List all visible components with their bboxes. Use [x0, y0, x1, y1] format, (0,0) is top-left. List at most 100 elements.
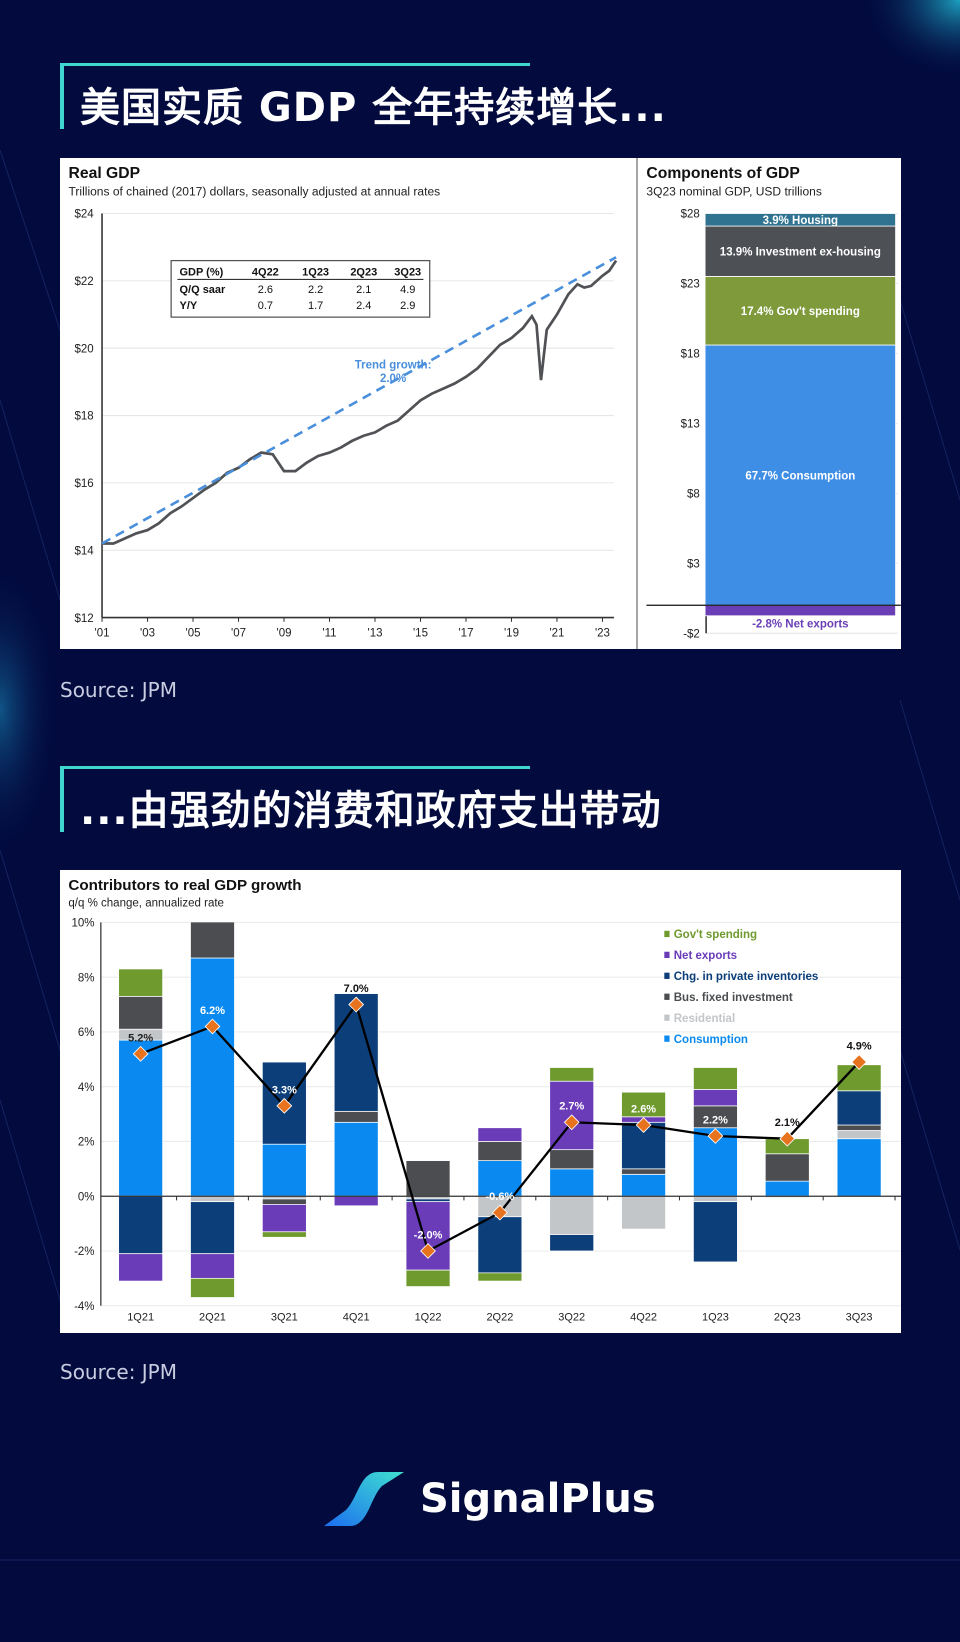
y-tick-label: 2%	[78, 1137, 95, 1149]
y-tick-label: $22	[74, 276, 93, 288]
bar-segment-gov-t-spending	[190, 1277, 235, 1298]
x-tick-label: '13	[368, 627, 383, 639]
total-label: 5.2%	[128, 1032, 153, 1044]
x-tick-label: '15	[413, 627, 428, 639]
table-cell: 2.9	[400, 300, 415, 312]
bar-segment-consumption	[764, 1180, 810, 1197]
total-marker	[707, 1128, 724, 1144]
bar-segment-gov-t-spending	[549, 1067, 595, 1082]
bar-segment-net-exports	[333, 1195, 379, 1207]
total-label: 6.2%	[200, 1005, 225, 1017]
x-tick-label: 1Q22	[415, 1311, 442, 1323]
contributors-chart: Contributors to real GDP growth q/q % cha…	[68, 877, 901, 1323]
table-cell: 2.1	[356, 284, 371, 296]
y-tick-label: $20	[74, 343, 93, 355]
table-cell: 1.7	[308, 300, 323, 312]
total-marker	[563, 1114, 580, 1131]
bar-segment-bus-fixed-investment	[621, 1168, 666, 1175]
bar-segment-bus-fixed-investment	[333, 1110, 379, 1123]
table-header: GDP (%)	[180, 266, 224, 278]
component-segment	[704, 225, 897, 277]
legend-swatch	[664, 1014, 670, 1021]
bar-segment-net-exports	[261, 1204, 307, 1233]
section2-title: ...由强劲的消费和政府支出带动	[80, 788, 662, 834]
real-gdp-line	[102, 259, 618, 545]
x-tick-label: '19	[504, 627, 519, 639]
x-tick-label: '07	[231, 627, 246, 639]
bar-segment-residential	[621, 1195, 666, 1230]
legend-swatch	[664, 930, 670, 938]
bar-segment-net-exports	[477, 1127, 523, 1142]
bar-segment-consumption	[836, 1138, 882, 1197]
y-tick-label: $18	[74, 411, 93, 423]
real-gdp-and-components-chart: Real GDP Trillions of chained (2017) doll…	[69, 158, 901, 649]
trend-line	[101, 256, 617, 545]
bar-segment-chg-in-private-inventories	[693, 1201, 738, 1263]
total-label: 4.9%	[847, 1040, 872, 1052]
x-tick-label: '03	[140, 627, 155, 639]
x-tick-label: '09	[277, 627, 292, 639]
x-tick-label: '01	[95, 627, 110, 639]
total-marker	[348, 996, 365, 1013]
chart-title: Real GDP	[69, 165, 141, 182]
table-cell: Q/Q saar	[180, 284, 227, 296]
total-marker	[779, 1130, 796, 1147]
total-marker	[204, 1018, 221, 1035]
bar-segment-bus-fixed-investment	[118, 995, 164, 1030]
accent-bar	[60, 63, 64, 129]
accent-bar	[60, 766, 64, 832]
total-label: 2.2%	[703, 1114, 728, 1126]
total-label: 2.7%	[559, 1101, 584, 1113]
x-tick-label: 3Q21	[271, 1311, 298, 1323]
x-tick-label: 2Q21	[199, 1311, 226, 1323]
legend-label: Net exports	[674, 950, 737, 962]
x-tick-label: '21	[549, 627, 564, 639]
x-tick-label: 1Q23	[702, 1311, 729, 1323]
bar-segment-consumption	[621, 1173, 666, 1197]
x-tick-label: 3Q22	[558, 1311, 585, 1323]
table-cell: 0.7	[258, 300, 273, 312]
y-tick-label: 0%	[78, 1191, 95, 1203]
bar-segment-bus-fixed-investment	[549, 1149, 595, 1170]
accent-line	[60, 766, 530, 769]
x-tick-label: '23	[595, 627, 610, 639]
bar-segment-consumption	[333, 1121, 379, 1197]
bar-segment-gov-t-spending	[477, 1272, 523, 1282]
y-tick-label: $8	[687, 489, 700, 501]
contributors-chart-card: Contributors to real GDP growth q/q % cha…	[60, 870, 901, 1333]
legend-label: Consumption	[674, 1034, 748, 1046]
total-label: -2.0%	[414, 1229, 443, 1241]
legend-swatch	[664, 993, 670, 1000]
legend-swatch	[664, 951, 670, 959]
bar-segment-residential	[693, 1195, 738, 1203]
bar-segment-chg-in-private-inventories	[190, 1201, 235, 1255]
y-tick-label: 8%	[78, 972, 95, 984]
bar-segment-gov-t-spending	[118, 968, 164, 997]
total-label: 7.0%	[344, 983, 369, 995]
legend-label: Bus. fixed investment	[674, 992, 793, 1004]
table-cell: 2.2	[308, 284, 323, 296]
x-tick-label: 2Q22	[486, 1311, 513, 1323]
bar-segment-consumption	[118, 1039, 164, 1197]
section1-title: 美国实质 GDP 全年持续增长...	[80, 85, 667, 131]
total-label: -0.6%	[486, 1191, 515, 1203]
component-segment	[704, 213, 897, 227]
gdp-charts-card: Real GDP Trillions of chained (2017) doll…	[60, 158, 901, 649]
table-header: 3Q23	[394, 266, 421, 278]
accent-line	[60, 63, 530, 66]
table-header: 4Q22	[252, 266, 279, 278]
total-marker	[491, 1204, 508, 1221]
x-tick-label: 1Q21	[127, 1311, 154, 1323]
table-cell: 4.9	[400, 284, 415, 296]
bar-segment-net-exports	[190, 1253, 235, 1279]
x-tick-label: 2Q23	[774, 1311, 801, 1323]
bar-segment-bus-fixed-investment	[405, 1160, 451, 1197]
legend-label: Residential	[674, 1013, 735, 1025]
y-tick-label: -2%	[74, 1246, 94, 1258]
component-segment	[704, 604, 897, 617]
bar-segment-chg-in-private-inventories	[549, 1234, 595, 1252]
y-tick-label: $23	[681, 279, 700, 291]
trend-annotation: Trend growth:	[355, 359, 432, 371]
component-label: 3.9% Housing	[763, 215, 838, 227]
bar-segment-bus-fixed-investment	[261, 1198, 307, 1205]
